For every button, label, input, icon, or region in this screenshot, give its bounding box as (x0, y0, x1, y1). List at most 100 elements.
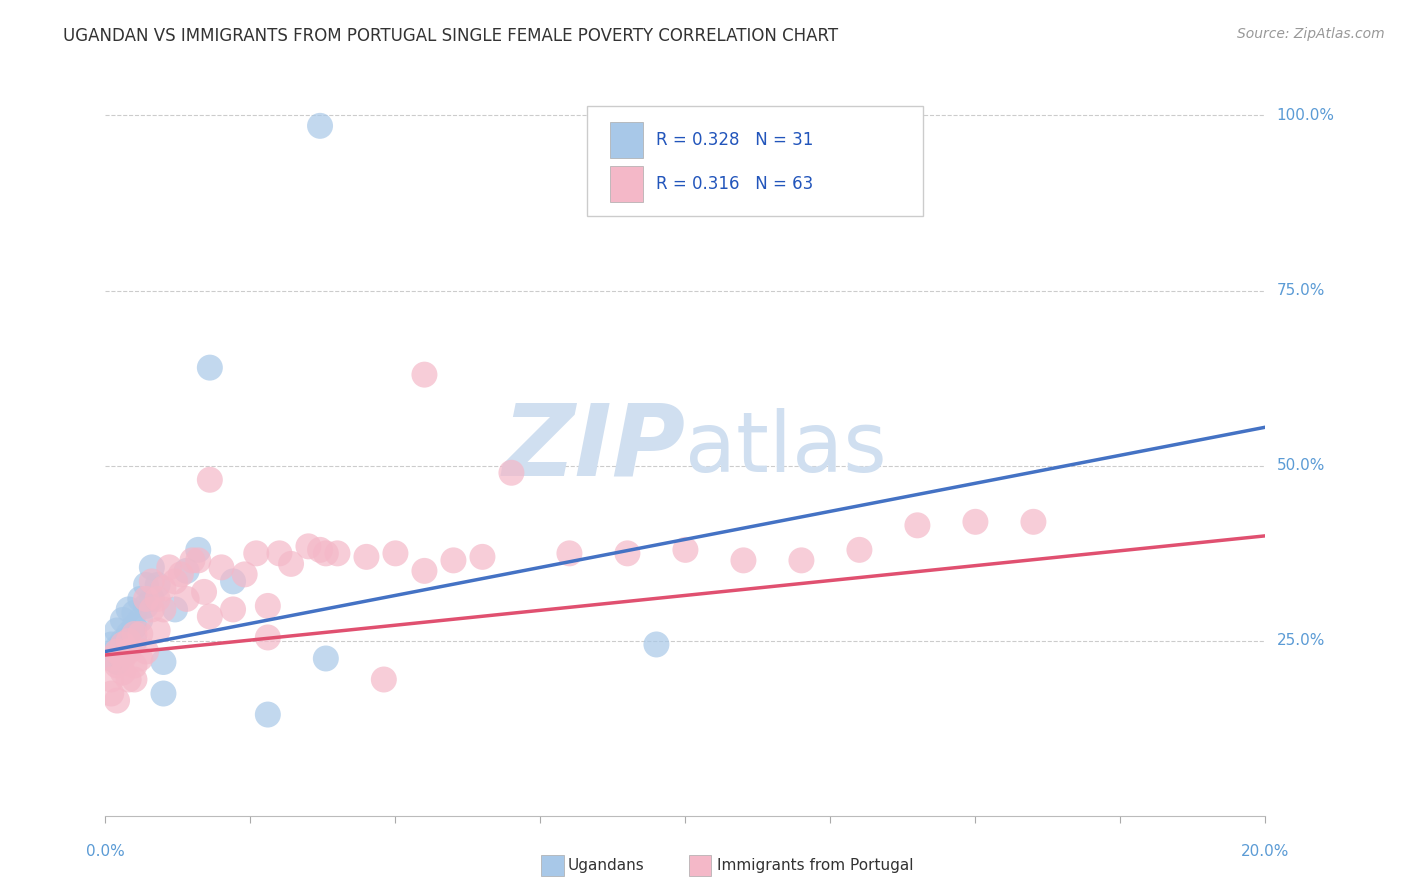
Point (135, 644, 157, 658)
Point (170, 567, 193, 582)
Point (124, 606, 146, 620)
Point (152, 602, 174, 616)
Point (413, 564, 436, 578)
Point (111, 665, 134, 680)
Point (245, 546, 267, 560)
Point (111, 613, 134, 627)
Point (124, 658, 146, 673)
FancyBboxPatch shape (586, 106, 924, 217)
Point (848, 542, 870, 557)
Point (176, 564, 198, 578)
Point (373, 673, 395, 687)
Point (146, 624, 169, 638)
Point (384, 546, 406, 560)
Point (118, 644, 141, 658)
Text: 75.0%: 75.0% (1277, 283, 1324, 298)
Point (146, 578, 169, 592)
Point (257, 707, 280, 722)
Point (315, 651, 337, 665)
Point (129, 651, 152, 665)
Point (105, 624, 128, 638)
Bar (610, 122, 643, 158)
Text: Source: ZipAtlas.com: Source: ZipAtlas.com (1237, 27, 1385, 41)
Point (211, 560, 233, 574)
Point (675, 542, 697, 557)
Bar (610, 167, 643, 202)
Point (257, 599, 280, 613)
Point (501, 466, 523, 480)
Point (157, 560, 180, 574)
Point (111, 634, 134, 648)
Point (558, 546, 581, 560)
Point (733, 553, 755, 567)
Point (257, 631, 280, 645)
Point (198, 473, 221, 487)
Point (413, 368, 436, 382)
Point (129, 627, 152, 641)
Point (100, 651, 122, 665)
Point (152, 687, 174, 701)
Point (645, 637, 668, 651)
Point (135, 599, 157, 613)
Text: Immigrants from Portugal: Immigrants from Portugal (717, 858, 914, 872)
Point (118, 627, 141, 641)
Point (105, 644, 128, 658)
Point (965, 515, 987, 529)
Point (616, 546, 638, 560)
Text: 0.0%: 0.0% (86, 844, 125, 859)
Point (356, 549, 378, 564)
Point (315, 546, 337, 560)
Point (181, 553, 204, 567)
Point (105, 658, 128, 673)
Point (165, 602, 187, 616)
Point (152, 582, 174, 596)
Point (790, 553, 813, 567)
Point (141, 602, 163, 616)
Point (111, 648, 134, 662)
Point (471, 549, 494, 564)
Point (193, 585, 215, 599)
Point (135, 591, 157, 606)
Point (198, 360, 221, 375)
Point (309, 542, 332, 557)
Point (124, 634, 146, 648)
Point (141, 574, 163, 589)
Text: 100.0%: 100.0% (1277, 108, 1334, 123)
Point (309, 119, 332, 133)
Point (105, 655, 128, 669)
Point (100, 651, 122, 665)
Point (187, 542, 209, 557)
Point (326, 546, 349, 560)
Point (118, 634, 141, 648)
Point (129, 613, 152, 627)
Text: 25.0%: 25.0% (1277, 633, 1324, 648)
Point (129, 591, 152, 606)
Text: atlas: atlas (686, 408, 887, 489)
Text: 20.0%: 20.0% (1241, 844, 1289, 859)
Point (124, 673, 146, 687)
Point (907, 518, 929, 533)
Point (1022, 515, 1045, 529)
Point (105, 693, 128, 707)
Point (269, 546, 291, 560)
Text: R = 0.328   N = 31: R = 0.328 N = 31 (657, 131, 814, 149)
Point (111, 637, 134, 651)
Point (222, 574, 245, 589)
Point (441, 553, 464, 567)
Point (146, 591, 169, 606)
Point (233, 567, 256, 582)
Point (100, 637, 122, 651)
Point (135, 578, 157, 592)
Point (165, 574, 187, 589)
Point (152, 655, 174, 669)
Point (100, 673, 122, 687)
Point (100, 687, 122, 701)
Point (118, 602, 141, 616)
Point (124, 620, 146, 634)
Text: ZIP: ZIP (502, 400, 686, 497)
Point (105, 640, 128, 655)
Point (222, 602, 245, 616)
Point (124, 627, 146, 641)
Text: Ugandans: Ugandans (568, 858, 645, 872)
Point (111, 651, 134, 665)
